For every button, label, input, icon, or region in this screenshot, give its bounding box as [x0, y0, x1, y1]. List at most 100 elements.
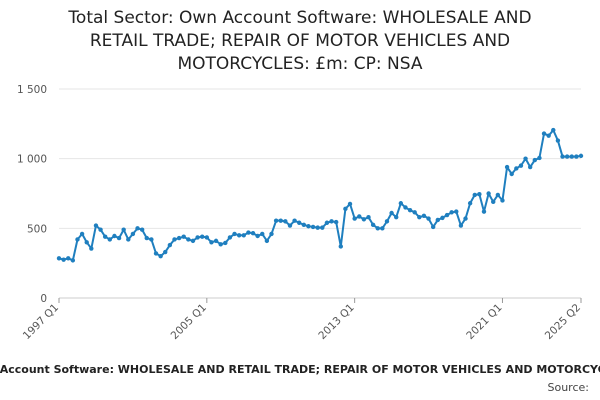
data-point — [84, 240, 89, 245]
data-point — [343, 206, 348, 212]
data-point — [477, 191, 482, 197]
y-tick-label: 0 — [40, 293, 47, 305]
data-point — [574, 154, 579, 159]
data-point — [278, 218, 283, 223]
data-point — [518, 163, 524, 168]
y-tick-label: 500 — [27, 223, 47, 235]
data-point — [449, 210, 454, 215]
data-point — [495, 192, 501, 198]
data-point — [532, 157, 538, 163]
data-point — [435, 217, 440, 223]
data-point — [412, 210, 417, 215]
data-point — [269, 231, 274, 237]
data-point — [440, 215, 445, 221]
data-point — [66, 256, 71, 261]
data-point — [227, 235, 233, 240]
data-point — [523, 156, 528, 161]
series-line — [58, 129, 582, 262]
y-tick-label: 1 500 — [17, 84, 47, 96]
data-point — [149, 237, 154, 242]
data-point — [102, 234, 108, 239]
data-point — [430, 224, 436, 230]
data-point — [389, 210, 394, 216]
data-point — [232, 231, 237, 237]
data-point — [333, 219, 339, 225]
data-point — [569, 154, 574, 159]
data-point — [107, 237, 113, 242]
data-point — [301, 222, 307, 228]
data-point — [324, 220, 330, 225]
data-point — [139, 227, 145, 232]
data-point — [255, 233, 260, 239]
data-point — [93, 223, 99, 228]
data-point — [375, 226, 380, 231]
x-tick-label: 2005 Q1 — [169, 302, 209, 342]
x-tick-label: 2021 Q1 — [464, 302, 504, 342]
data-point — [190, 238, 196, 244]
data-point — [250, 231, 256, 236]
data-point — [463, 216, 468, 221]
data-point — [454, 209, 459, 214]
data-point — [555, 138, 561, 143]
chart-title-line-1: Total Sector: Own Account Software: WHOL… — [67, 8, 531, 28]
data-point — [200, 234, 205, 239]
data-point — [527, 164, 533, 170]
data-point — [264, 238, 270, 244]
data-point — [467, 201, 473, 206]
data-point — [486, 191, 491, 196]
data-point — [176, 235, 182, 241]
data-point — [112, 233, 117, 239]
data-point — [306, 224, 311, 229]
plot-area: 0 500 1 000 1 500 1997 Q1 2005 Q1 2013 Q1 2021 … — [17, 84, 584, 342]
data-point — [366, 214, 371, 220]
data-point — [292, 218, 297, 223]
data-point — [537, 155, 542, 161]
data-point — [79, 231, 85, 237]
data-point — [472, 192, 477, 198]
data-point — [70, 258, 76, 263]
data-point — [421, 213, 427, 218]
chart-title-line-3: MOTORCYCLES: £m: CP: NSA — [177, 54, 422, 74]
data-point — [458, 223, 464, 228]
data-point — [546, 133, 551, 138]
data-point — [315, 225, 320, 230]
data-point — [163, 249, 168, 255]
data-point — [320, 225, 325, 230]
data-point — [236, 233, 242, 238]
x-tick-label: 1997 Q1 — [21, 302, 61, 342]
data-point — [116, 235, 122, 241]
data-point — [564, 154, 570, 159]
data-point — [209, 240, 214, 245]
data-point — [361, 217, 367, 222]
data-point — [195, 235, 200, 240]
data-point — [260, 231, 265, 237]
data-point — [153, 251, 159, 256]
x-tick-label: 2013 Q1 — [316, 302, 356, 342]
data-point — [213, 238, 219, 244]
data-point — [297, 220, 302, 225]
data-point — [504, 164, 510, 170]
data-point — [121, 227, 126, 232]
data-point — [403, 205, 408, 210]
data-point — [310, 224, 316, 230]
data-point — [181, 234, 186, 239]
data-point — [218, 242, 223, 247]
data-point — [578, 153, 584, 159]
data-point — [352, 216, 357, 221]
data-point — [560, 154, 565, 159]
data-point — [144, 235, 149, 241]
data-point — [283, 219, 288, 224]
data-point — [186, 237, 191, 242]
x-tick-label: 2025 Q2 — [543, 302, 583, 342]
footer-series-label: Total Sector: Own Account Software: WHOL… — [0, 363, 600, 376]
data-point — [273, 218, 279, 223]
data-point — [98, 227, 103, 232]
y-tick-label: 1 000 — [17, 154, 47, 166]
data-point — [130, 231, 136, 237]
data-point — [481, 209, 487, 214]
data-point — [75, 237, 80, 242]
data-point — [135, 226, 140, 231]
data-point — [491, 199, 496, 205]
data-point — [61, 257, 66, 262]
data-point — [287, 223, 293, 228]
